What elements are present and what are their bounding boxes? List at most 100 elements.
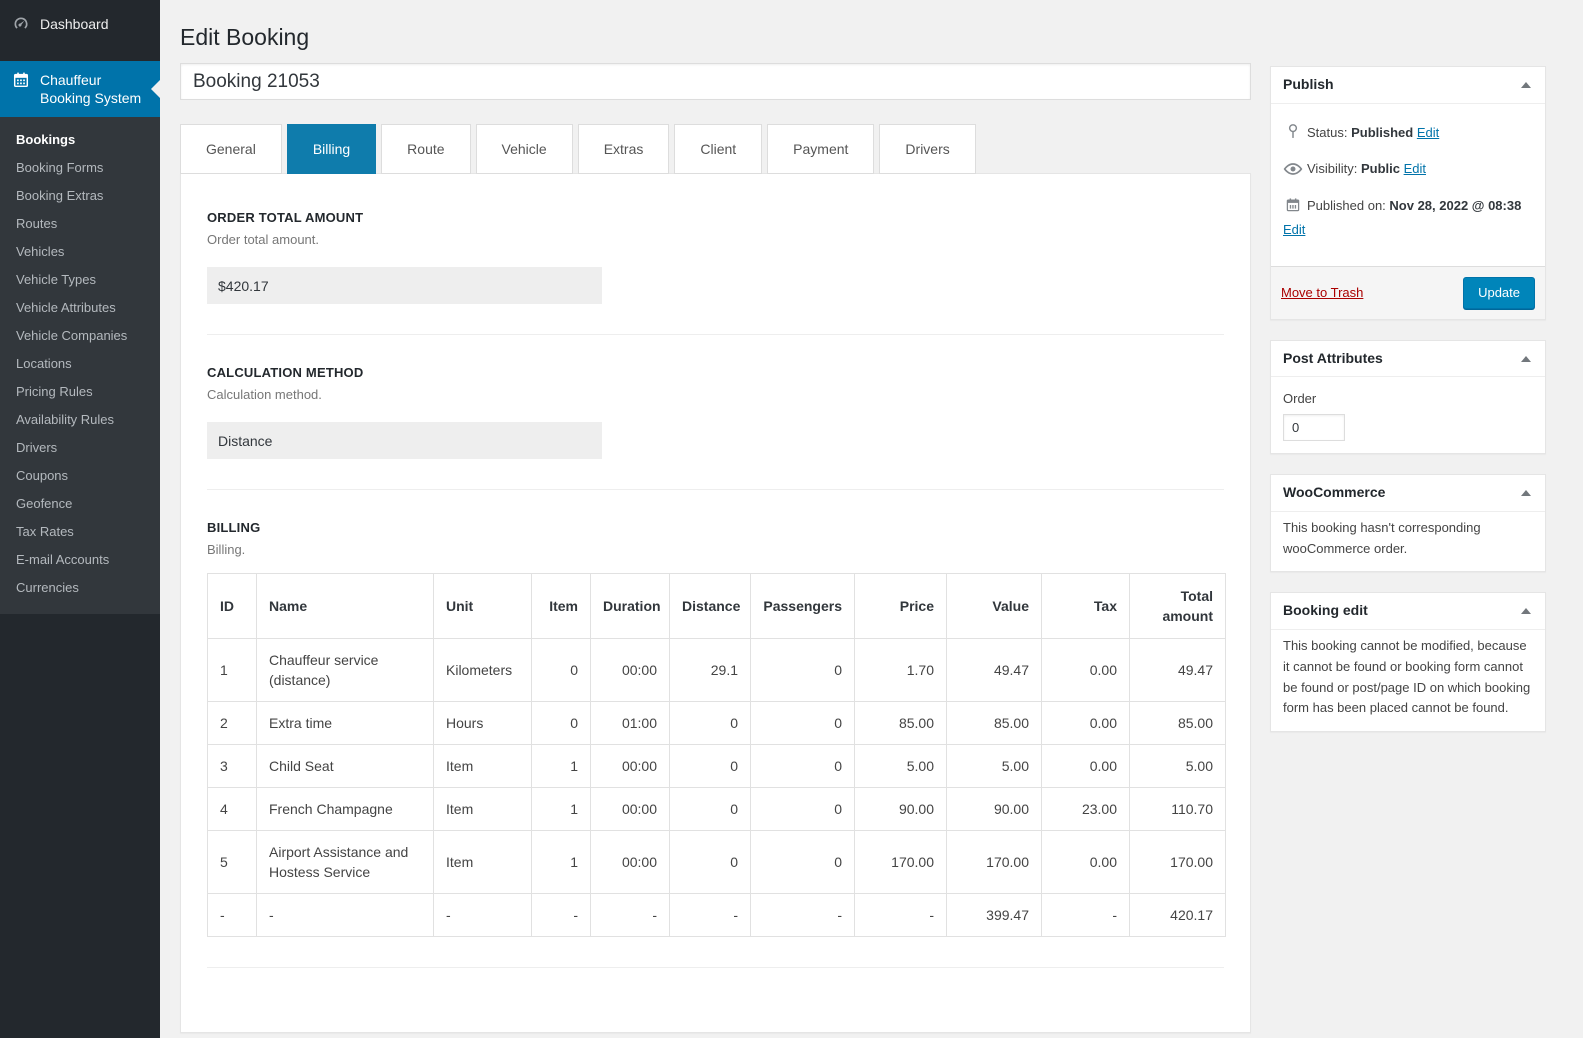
table-cell: Chauffeur service (distance) [256, 638, 434, 702]
table-row: 3 Child Seat Item 1 00:00 0 0 5.00 5.00 0.00 5.00 [207, 744, 1226, 788]
table-cell: 0 [669, 787, 751, 831]
table-cell: - [1041, 893, 1130, 937]
table-cell: 1 [207, 638, 257, 702]
table-cell: - [590, 893, 670, 937]
sidebar-item-locations[interactable]: Locations [16, 356, 72, 371]
table-cell: Item [433, 830, 532, 894]
tab-route[interactable]: Route [381, 124, 471, 174]
table-cell: - [207, 893, 257, 937]
table-cell: 00:00 [590, 638, 670, 702]
table-cell: 0.00 [1041, 638, 1130, 702]
booking-edit-message: This booking cannot be modified, because… [1283, 637, 1531, 716]
sidebar-item-tax-rates[interactable]: Tax Rates [16, 524, 74, 539]
collapse-toggle-icon[interactable] [1521, 489, 1531, 496]
table-cell: 110.70 [1129, 787, 1226, 831]
billing-tab-panel: ORDER TOTAL AMOUNT Order total amount. $… [180, 173, 1251, 1033]
collapse-toggle-icon[interactable] [1521, 608, 1531, 615]
table-cell: - [750, 893, 855, 937]
sidebar-item-vehicle-attributes[interactable]: Vehicle Attributes [16, 300, 116, 315]
status-label: Status: [1307, 124, 1348, 140]
tab-billing[interactable]: Billing [286, 124, 377, 174]
table-cell: 3 [207, 744, 257, 788]
publish-actions: Move to Trash Update [1271, 265, 1545, 319]
order-input[interactable] [1283, 414, 1345, 442]
publish-panel: Publish Status: Published Edit Visibilit… [1270, 66, 1546, 320]
sidebar-item-vehicle-types[interactable]: Vehicle Types [16, 272, 96, 287]
section-title: BILLING [207, 520, 261, 535]
tab-extras[interactable]: Extras [577, 124, 670, 174]
move-to-trash-link[interactable]: Move to Trash [1281, 285, 1364, 301]
section-title: CALCULATION METHOD [207, 365, 364, 380]
tabs: General Billing Route Vehicle Extras Client Pa… [180, 124, 1251, 174]
update-button[interactable]: Update [1463, 276, 1535, 309]
publish-panel-header[interactable]: Publish [1271, 67, 1545, 104]
column-header-name: Name [256, 573, 434, 639]
status-edit-link[interactable]: Edit [1416, 124, 1440, 140]
billing-body: 1 Chauffeur service (distance) Kilometers 0… [207, 638, 1226, 937]
sidebar-item-e-mail-accounts[interactable]: E-mail Accounts [16, 552, 110, 567]
sidebar-item-routes[interactable]: Routes [16, 216, 58, 231]
published-on-value: Nov 28, 2022 @ 08:38 [1389, 198, 1522, 214]
order-label: Order [1283, 391, 1317, 407]
woocommerce-message: This booking hasn't corresponding wooCom… [1283, 519, 1481, 556]
post-attributes-panel-header[interactable]: Post Attributes [1271, 341, 1545, 378]
tab-drivers[interactable]: Drivers [879, 124, 976, 174]
collapse-toggle-icon[interactable] [1521, 355, 1531, 362]
table-cell: Item [433, 744, 532, 788]
table-cell: 00:00 [590, 787, 670, 831]
column-header-distance: Distance [669, 573, 751, 639]
sidebar-item-vehicles[interactable]: Vehicles [16, 244, 65, 259]
sidebar-item-currencies[interactable]: Currencies [16, 580, 79, 595]
woocommerce-panel-header[interactable]: WooCommerce [1271, 475, 1545, 512]
table-cell: 0 [750, 638, 855, 702]
column-header-item: Item [531, 573, 591, 639]
tab-client[interactable]: Client [674, 124, 763, 174]
table-cell: 85.00 [946, 701, 1042, 745]
table-row: 5 Airport Assistance and Hostess Service I… [207, 830, 1226, 894]
sidebar-item-geofence[interactable]: Geofence [16, 496, 73, 511]
sidebar-item-label: Chauffeur Booking System [40, 72, 142, 106]
sidebar-item-chauffeur-booking-system[interactable]: Chauffeur Booking System [0, 61, 160, 117]
tab-payment[interactable]: Payment [767, 124, 875, 174]
sidebar-item-bookings[interactable]: Bookings [16, 132, 76, 147]
table-cell: 0 [669, 701, 751, 745]
sidebar-item-pricing-rules[interactable]: Pricing Rules [16, 384, 93, 399]
post-attributes-body: Order [1271, 377, 1545, 453]
table-cell: 0.00 [1041, 701, 1130, 745]
table-cell: 5 [207, 830, 257, 894]
column-header-duration: Duration [590, 573, 670, 639]
visibility-edit-link[interactable]: Edit [1403, 161, 1427, 177]
table-cell: 5.00 [1129, 744, 1226, 788]
table-cell: 1 [531, 744, 591, 788]
sidebar-item-dashboard[interactable]: Dashboard [0, 0, 160, 52]
calendar-alt-icon [1283, 197, 1303, 220]
order-total-section: ORDER TOTAL AMOUNT Order total amount. $… [207, 174, 1224, 304]
collapse-toggle-icon[interactable] [1521, 81, 1531, 88]
table-cell: - [256, 893, 434, 937]
tab-general[interactable]: General [180, 124, 282, 174]
sidebar-item-vehicle-companies[interactable]: Vehicle Companies [16, 328, 128, 343]
table-row: 2 Extra time Hours 0 01:00 0 0 85.00 85.00 0.00 85… [207, 701, 1226, 745]
sidebar-item-booking-forms[interactable]: Booking Forms [16, 160, 104, 175]
publish-panel-body: Status: Published Edit Visibility: Publi… [1271, 104, 1545, 266]
billing-head-row: ID Name Unit Item Duration Distance Passengers… [207, 573, 1226, 639]
sidebar-item-drivers[interactable]: Drivers [16, 440, 58, 455]
booking-edit-panel-header[interactable]: Booking edit [1271, 593, 1545, 630]
main-content: Edit Booking GeneralBillingRouteVehicleE… [180, 0, 1251, 1033]
sidebar-item-booking-extras[interactable]: Booking Extras [16, 188, 104, 203]
published-on-edit-link[interactable]: Edit [1283, 221, 1306, 237]
booking-title-input[interactable] [180, 63, 1251, 100]
admin-sidebar: Dashboard Chauffeur Booking System Booki… [0, 0, 160, 1038]
panel-title: Post Attributes [1283, 349, 1383, 366]
table-cell: 1.70 [854, 638, 947, 702]
sidebar-item-availability-rules[interactable]: Availability Rules [16, 412, 115, 427]
table-cell: 0.00 [1041, 830, 1130, 894]
tab-vehicle[interactable]: Vehicle [475, 124, 573, 174]
panel-title: WooCommerce [1283, 484, 1386, 501]
table-cell: 23.00 [1041, 787, 1130, 831]
column-header-value: Value [946, 573, 1042, 639]
sidebar-submenu: Bookings Booking Forms Booking Extras Route… [0, 117, 160, 614]
calculation-method-field: Distance [207, 422, 602, 459]
table-cell: 85.00 [854, 701, 947, 745]
sidebar-item-coupons[interactable]: Coupons [16, 468, 69, 483]
